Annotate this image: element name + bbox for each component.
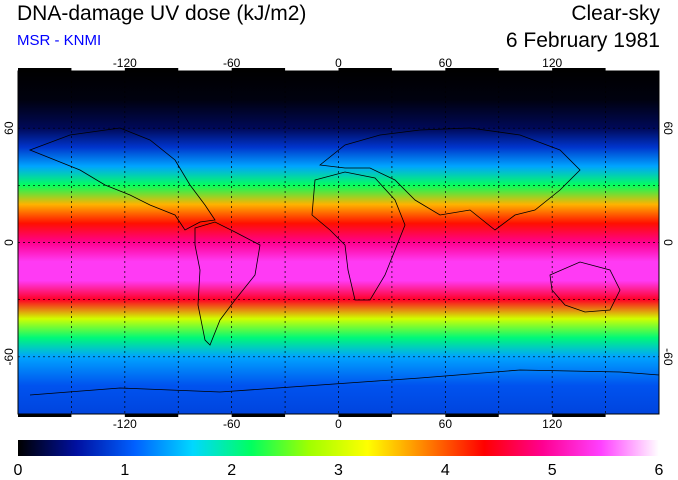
map-title: DNA-damage UV dose (kJ/m2) (17, 2, 307, 25)
lon-label-bottom: -60 (223, 417, 241, 431)
lon-label-bottom: 120 (542, 417, 562, 431)
lat-label-right: 60 (661, 121, 675, 135)
colorbar-tick-label: 2 (227, 462, 236, 479)
frame-tick-bottom (124, 414, 179, 417)
lat-lon-grid (18, 71, 659, 414)
lon-label-top: 0 (335, 56, 342, 70)
coastline-africa (311, 171, 406, 301)
frame-tick-bottom (552, 414, 606, 417)
map-ticks (18, 68, 606, 417)
lon-label-bottom: 0 (335, 417, 342, 431)
lon-label-top: -120 (113, 56, 137, 70)
lon-labels-bottom: -120 -60 0 60 120 (113, 417, 563, 431)
date-label: 6 February 1981 (505, 29, 660, 52)
colorbar-tick-label: 6 (655, 462, 664, 479)
lon-label-top: 60 (439, 56, 453, 70)
lat-label-left: 0 (2, 239, 16, 246)
lat-label-left: -60 (2, 348, 16, 366)
frame-tick-top (124, 68, 179, 71)
coastline-antarctica (29, 369, 659, 396)
lon-label-top: -60 (223, 56, 241, 70)
lat-label-right: -60 (661, 348, 675, 366)
colorbar-tick-label: 1 (120, 462, 129, 479)
source-label: MSR - KNMI (17, 32, 102, 49)
coastline-south-america (194, 221, 261, 346)
frame-tick-top (18, 68, 72, 71)
colorbar (18, 440, 659, 456)
lat-label-right: 0 (661, 239, 675, 246)
frame-tick-bottom (445, 414, 499, 417)
colorbar-labels: 0 1 2 3 4 5 6 (14, 462, 664, 479)
lat-labels-right: 60 0 -60 (661, 121, 675, 365)
colorbar-tick-label: 5 (548, 462, 557, 479)
coastline-australia (549, 261, 621, 313)
lon-label-bottom: -120 (113, 417, 137, 431)
frame-tick-top (552, 68, 606, 71)
frame-tick-bottom (18, 414, 72, 417)
condition-label: Clear-sky (571, 2, 660, 25)
coastline-eurasia (319, 127, 581, 231)
frame-tick-top (445, 68, 499, 71)
frame-tick-top (231, 68, 286, 71)
lon-label-bottom: 60 (439, 417, 453, 431)
colorbar-tick-label: 0 (14, 462, 23, 479)
frame-tick-bottom (231, 414, 286, 417)
frame-tick-top (338, 68, 392, 71)
colorbar-tick-label: 4 (441, 462, 450, 479)
frame-tick-bottom (338, 414, 392, 417)
lat-label-left: 60 (2, 121, 16, 135)
lon-label-top: 120 (542, 56, 562, 70)
lat-labels-left: 60 0 -60 (2, 121, 16, 365)
lon-labels-top: -120 -60 0 60 120 (113, 56, 563, 70)
coastlines (28, 127, 659, 396)
colorbar-tick-label: 3 (334, 462, 343, 479)
coastline-north-america (28, 127, 216, 231)
